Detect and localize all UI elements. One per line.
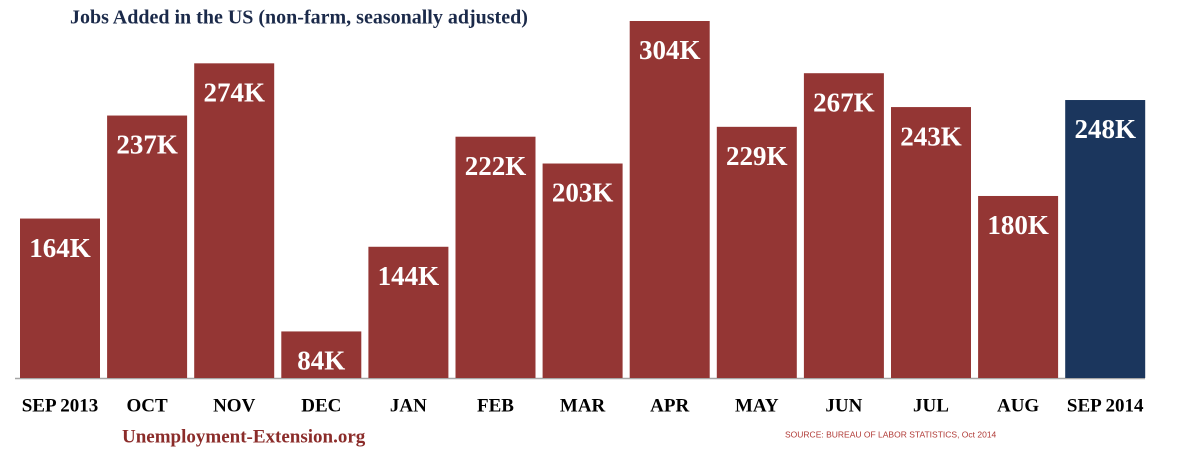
x-tick-label: NOV (213, 395, 256, 416)
value-label: 229K (726, 141, 788, 171)
bar (194, 63, 275, 378)
bar (20, 218, 100, 378)
x-tick-label: SEP 2014 (1067, 395, 1144, 416)
bar (803, 73, 884, 379)
bar (542, 163, 623, 378)
website: Unemployment-Extension.org (122, 426, 366, 447)
x-tick-label: JAN (390, 395, 427, 416)
value-label: 84K (297, 346, 345, 376)
x-tick-label: JUN (825, 395, 862, 416)
value-label: 203K (552, 178, 614, 208)
bar (1065, 100, 1146, 378)
x-tick-label: AUG (997, 395, 1039, 416)
bar (716, 126, 797, 378)
bar (107, 115, 188, 378)
value-label: 304K (639, 35, 701, 65)
value-label: 164K (29, 233, 91, 263)
chart-title: Jobs Added in the US (non-farm, seasonal… (70, 7, 528, 29)
x-tick-label: FEB (477, 395, 514, 416)
x-tick-label: MAR (560, 395, 606, 416)
x-tick-label: SEP 2013 (22, 395, 99, 416)
value-label: 222K (465, 151, 527, 181)
value-label: 180K (987, 210, 1049, 240)
bar (891, 107, 971, 378)
x-tick-label: OCT (127, 395, 169, 416)
value-label: 248K (1074, 114, 1136, 144)
value-label: 243K (900, 121, 962, 151)
value-label: 144K (378, 261, 440, 291)
x-tick-label: MAY (735, 395, 779, 416)
value-label: 267K (813, 87, 875, 117)
source: SOURCE: BUREAU OF LABOR STATISTICS, Oct … (785, 429, 997, 439)
bar (978, 195, 1059, 378)
x-tick-label: JUL (913, 395, 949, 416)
bar (368, 246, 449, 378)
x-tick-label: DEC (301, 395, 341, 416)
bar (455, 136, 536, 378)
value-label: 237K (116, 130, 178, 160)
bar (629, 21, 710, 378)
x-tick-label: APR (650, 395, 689, 416)
bar (281, 331, 362, 378)
value-label: 274K (203, 78, 265, 108)
